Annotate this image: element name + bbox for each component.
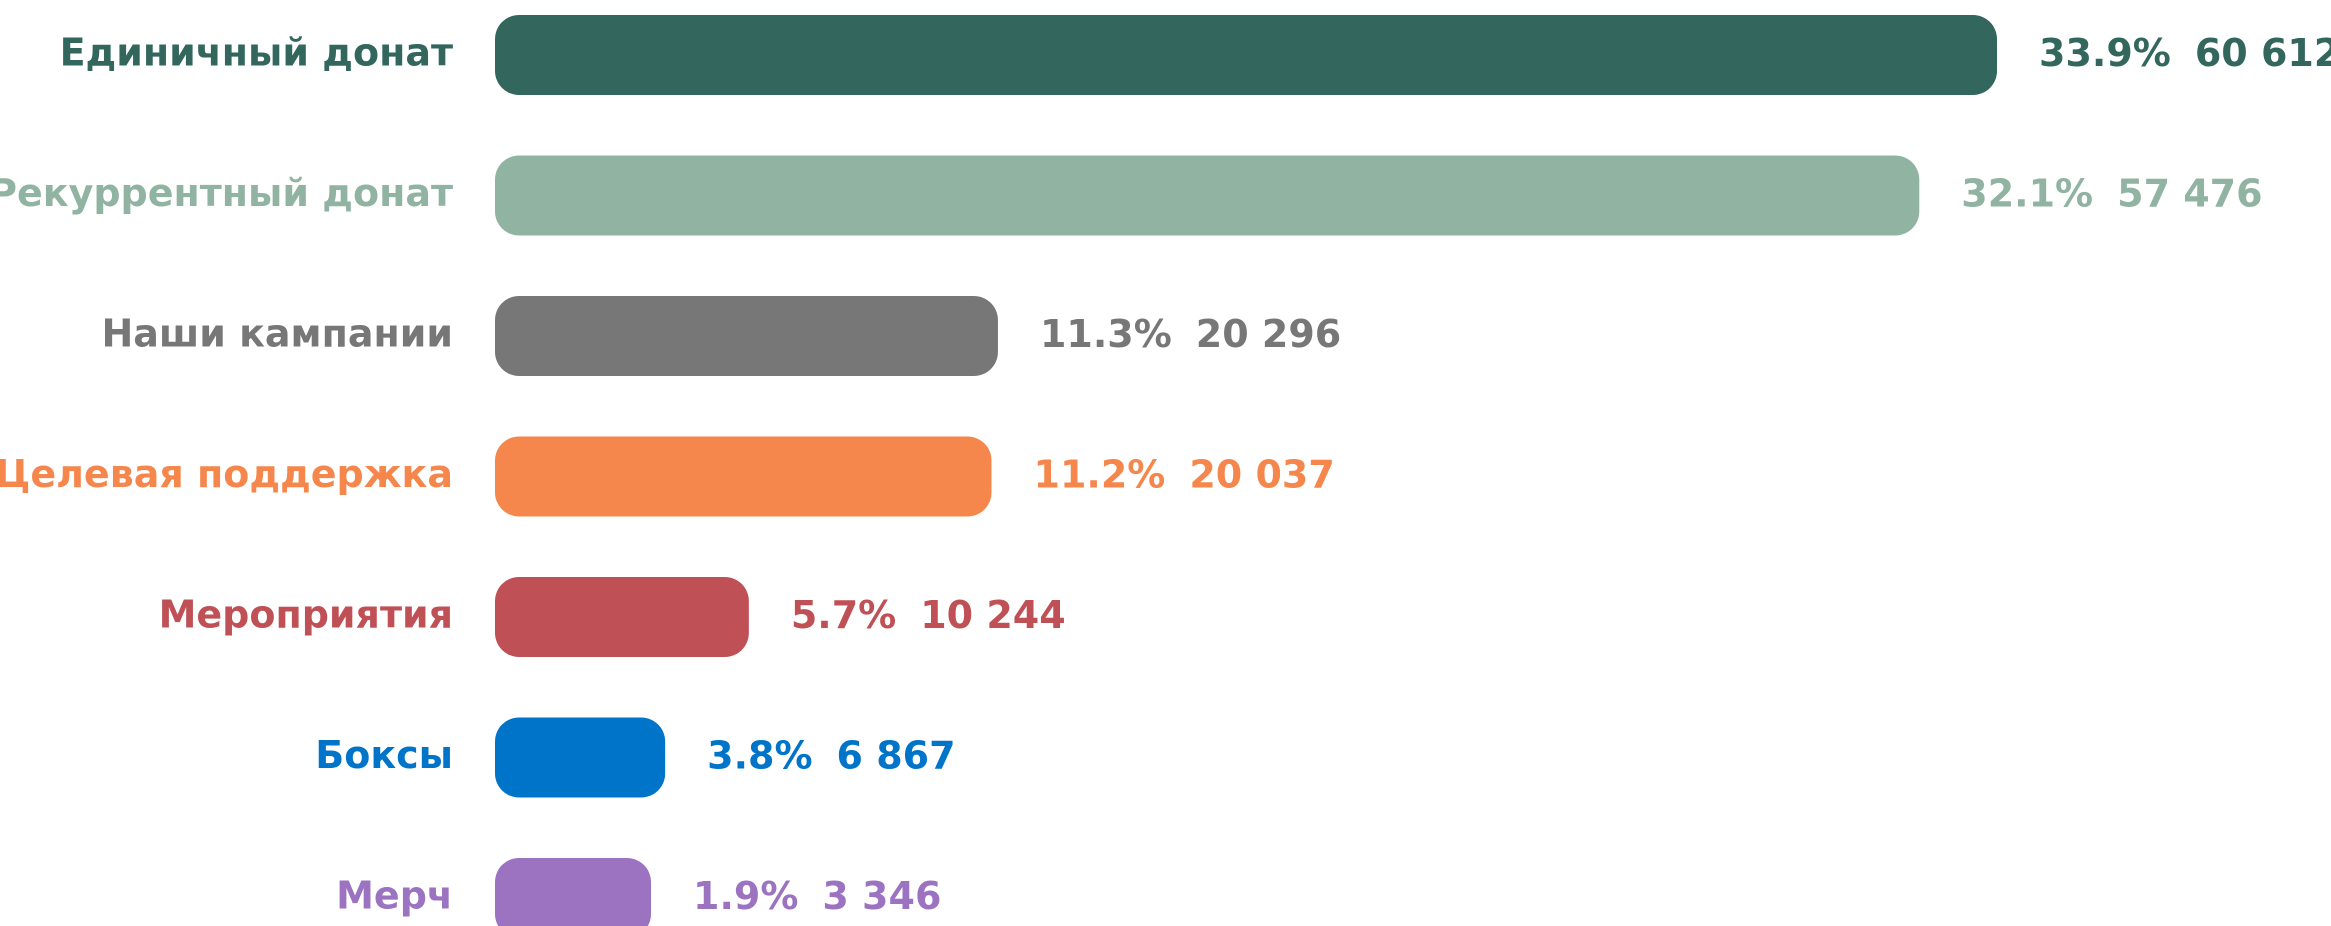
bar	[495, 436, 992, 517]
amount-label: 57 476	[2117, 171, 2262, 215]
amount-label: 60 612	[2195, 31, 2331, 75]
percent-label: 33.9%	[2039, 31, 2171, 75]
bar	[495, 717, 666, 798]
amount-label: 6 867	[837, 733, 956, 777]
category-label: Мероприятия	[159, 593, 453, 637]
value-label: 1.9% 3 346	[693, 874, 941, 918]
percent-label: 1.9%	[693, 874, 798, 918]
bar	[495, 155, 1920, 236]
percent-label: 11.2%	[1034, 452, 1166, 496]
percent-label: 5.7%	[791, 593, 896, 637]
value-label: 33.9% 60 612	[2039, 31, 2331, 75]
amount-label: 10 244	[920, 593, 1065, 637]
value-label: 3.8% 6 867	[707, 733, 955, 777]
value-label: 11.3% 20 296	[1040, 312, 1341, 356]
bar	[495, 858, 651, 926]
category-label: Рекуррентный донат	[0, 171, 453, 215]
value-label: 32.1% 57 476	[1961, 171, 2262, 215]
bar	[495, 577, 749, 657]
value-label: 11.2% 20 037	[1034, 452, 1335, 496]
category-label: Единичный донат	[60, 31, 453, 75]
category-label: Наши кампании	[101, 312, 453, 356]
percent-label: 32.1%	[1961, 171, 2093, 215]
bar	[495, 15, 1997, 95]
amount-label: 20 296	[1196, 312, 1341, 356]
amount-label: 20 037	[1189, 452, 1334, 496]
percent-label: 11.3%	[1040, 312, 1172, 356]
value-label: 5.7% 10 244	[791, 593, 1066, 637]
category-label: Боксы	[315, 733, 453, 777]
percent-label: 3.8%	[707, 733, 812, 777]
bar	[495, 296, 998, 376]
category-label: Мерч	[336, 874, 453, 918]
category-label: Целевая поддержка	[0, 452, 453, 496]
amount-label: 3 346	[822, 874, 941, 918]
